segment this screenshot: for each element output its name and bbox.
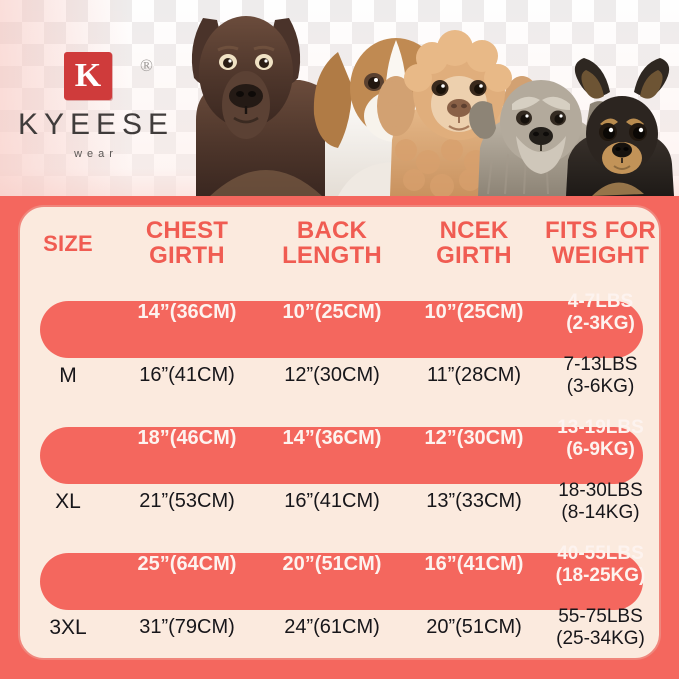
cell-weight-lbs: 4-7LBS	[567, 291, 634, 313]
cell-weight-kg: (2-3KG)	[566, 312, 635, 334]
size-table-body: S 14”(36CM) 10”(25CM) 10”(25CM) 4-7LBS (…	[20, 281, 659, 658]
cell-weight-kg: (6-9KG)	[566, 438, 635, 460]
header-weight-line2: WEIGHT	[551, 242, 650, 269]
header-chest-girth: CHEST GIRTH	[116, 207, 258, 281]
header-fits-for-weight: FITS FOR WEIGHT	[542, 207, 659, 281]
row-highlight-pill	[40, 552, 643, 610]
cell-neck-girth: 13”(33CM)	[426, 490, 522, 512]
cell-weight-kg: (18-25KG)	[555, 564, 646, 586]
size-table-panel: SIZE CHEST GIRTH BACK LENGTH NCEK GIRTH	[18, 205, 661, 660]
size-table: SIZE CHEST GIRTH BACK LENGTH NCEK GIRTH	[20, 207, 659, 658]
cell-chest-girth: 25”(64CM)	[137, 553, 237, 575]
cell-back-length: 12”(30CM)	[284, 364, 380, 386]
cell-chest-girth: 14”(36CM)	[137, 301, 237, 323]
cell-size: 2XL	[20, 533, 643, 610]
header-chest-line2: GIRTH	[149, 242, 225, 269]
registered-trademark-icon: ®	[140, 56, 153, 75]
cell-chest-girth: 18”(46CM)	[137, 427, 237, 449]
header-size-line1: SIZE	[43, 230, 93, 256]
header-size: SIZE	[20, 207, 116, 281]
header-back-length: BACK LENGTH	[258, 207, 406, 281]
cell-neck-girth: 20”(51CM)	[426, 616, 522, 638]
table-row: 2XL 25”(64CM) 20”(51CM) 16”(41CM) 40-55L…	[20, 533, 659, 610]
header-neck-line1: NCEK	[439, 217, 509, 245]
cell-weight-lbs: 7-13LBS	[563, 354, 638, 376]
logo-mark: K ®	[14, 52, 174, 106]
cell-size: S	[20, 281, 643, 358]
cell-weight-lbs: 18-30LBS	[558, 480, 643, 502]
cell-chest-girth: 31”(79CM)	[139, 616, 235, 638]
table-row: XL 21”(53CM) 16”(41CM) 13”(33CM) 18-30LB…	[20, 470, 659, 533]
cell-weight-lbs: 13-19LBS	[557, 417, 644, 439]
cell-fits-for-weight: 4-7LBS (2-3KG)	[542, 281, 659, 344]
table-row: S 14”(36CM) 10”(25CM) 10”(25CM) 4-7LBS (…	[20, 281, 659, 358]
cell-back-length: 10”(25CM)	[282, 301, 382, 323]
cell-size: L	[20, 407, 643, 484]
cell-weight-lbs: 40-55LBS	[557, 543, 644, 565]
cell-fits-for-weight: 40-55LBS (18-25KG)	[542, 533, 659, 596]
brand-logo: K ® KYEESE wear	[14, 52, 174, 160]
brand-wordmark: KYEESE	[18, 108, 175, 141]
cell-neck-girth: 11”(28CM)	[426, 364, 522, 386]
table-row: M 16”(41CM) 12”(30CM) 11”(28CM) 7-13LBS …	[20, 344, 659, 407]
cell-size: M	[20, 344, 116, 407]
brand-tagline: wear	[74, 148, 118, 160]
cell-size-text: 3XL	[49, 615, 87, 639]
header-neck-girth: NCEK GIRTH	[406, 207, 542, 281]
header-neck-line2: GIRTH	[436, 242, 512, 269]
cell-back-length: 16”(41CM)	[284, 490, 380, 512]
logo-letter: K	[74, 57, 102, 94]
cell-chest-girth: 21”(53CM)	[139, 490, 235, 512]
cell-neck-girth: 10”(25CM)	[424, 301, 524, 323]
cell-weight-kg: (3-6KG)	[566, 375, 635, 397]
table-row: 3XL 31”(79CM) 24”(61CM) 20”(51CM) 55-75L…	[20, 596, 659, 658]
header-weight-line1: FITS FOR	[545, 217, 656, 245]
row-highlight-pill	[40, 426, 643, 484]
header-back-line2: LENGTH	[282, 242, 382, 269]
header-chest-line1: CHEST	[145, 217, 229, 245]
cell-back-length: 20”(51CM)	[282, 553, 382, 575]
cell-weight-lbs: 55-75LBS	[558, 606, 643, 628]
cell-neck-girth: 12”(30CM)	[424, 427, 524, 449]
cell-chest-girth: 16”(41CM)	[139, 364, 235, 386]
row-highlight-pill	[40, 300, 643, 358]
cell-fits-for-weight: 13-19LBS (6-9KG)	[542, 407, 659, 470]
cell-back-length: 24”(61CM)	[284, 616, 380, 638]
table-row: L 18”(46CM) 14”(36CM) 12”(30CM) 13-19LBS…	[20, 407, 659, 484]
cell-fits-for-weight: 55-75LBS (25-34KG)	[542, 596, 659, 658]
header-row: SIZE CHEST GIRTH BACK LENGTH NCEK GIRTH	[20, 207, 659, 281]
cell-fits-for-weight: 18-30LBS (8-14KG)	[542, 470, 659, 533]
cell-weight-kg: (8-14KG)	[561, 501, 640, 523]
header-back-line1: BACK	[296, 217, 368, 245]
cell-weight-kg: (25-34KG)	[556, 627, 645, 649]
cell-size: XL	[20, 470, 116, 533]
cell-size-text: M	[59, 363, 77, 387]
cell-neck-girth: 16”(41CM)	[424, 553, 524, 575]
cell-fits-for-weight: 7-13LBS (3-6KG)	[542, 344, 659, 407]
cell-size: 3XL	[20, 596, 116, 658]
cell-size-text: XL	[55, 489, 81, 513]
cell-back-length: 14”(36CM)	[282, 427, 382, 449]
size-table-header: SIZE CHEST GIRTH BACK LENGTH NCEK GIRTH	[20, 207, 659, 281]
